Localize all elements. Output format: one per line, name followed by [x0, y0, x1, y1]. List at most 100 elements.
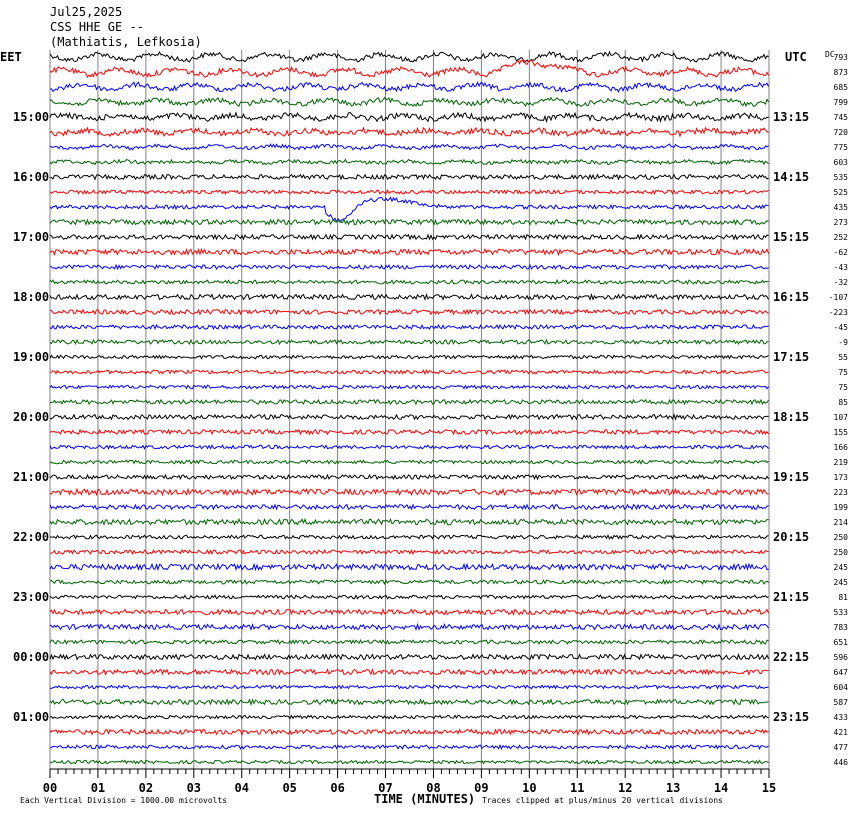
dc-offset-label: -43: [834, 263, 849, 272]
dc-offset-label: 421: [834, 728, 849, 737]
seismic-trace: [49, 714, 769, 720]
eet-hour-label: 16:00: [13, 170, 49, 184]
x-tick-label: 13: [666, 781, 680, 795]
seismic-trace: [49, 562, 769, 572]
dc-offset-label: -9: [838, 338, 848, 347]
dc-offset-label: 433: [834, 713, 849, 722]
dc-offset-label: 525: [834, 188, 849, 197]
x-tick-label: 14: [714, 781, 728, 795]
seismic-trace: [49, 59, 769, 79]
utc-hour-label: 21:15: [773, 590, 809, 604]
dc-offset-label: -62: [834, 248, 849, 257]
seismic-trace: [49, 354, 769, 360]
dc-offset-label: 155: [834, 428, 849, 437]
dc-label: DC: [825, 50, 835, 59]
seismic-trace: [49, 759, 769, 765]
seismic-trace: [49, 218, 769, 226]
dc-offset-label: 647: [834, 668, 849, 677]
left-axis-label: EET: [0, 50, 22, 64]
dc-offset-label: 603: [834, 158, 849, 167]
x-tick-label: 10: [522, 781, 536, 795]
station-label: CSS HHE GE --: [50, 20, 144, 34]
seismic-trace: [49, 126, 769, 138]
seismic-trace: [49, 473, 769, 481]
seismic-trace: [49, 96, 769, 108]
eet-hour-label: 01:00: [13, 710, 49, 724]
utc-hour-label: 19:15: [773, 470, 809, 484]
eet-hour-label: 19:00: [13, 350, 49, 364]
dc-offset-label: 535: [834, 173, 849, 182]
seismic-trace: [49, 459, 769, 465]
seismic-trace: [49, 278, 769, 285]
utc-hour-label: 17:15: [773, 350, 809, 364]
seismic-trace: [49, 428, 769, 436]
seismic-trace: [49, 622, 769, 632]
dc-offset-label: 81: [838, 593, 848, 602]
seismic-trace: [49, 384, 769, 390]
utc-hour-label: 15:15: [773, 230, 809, 244]
dc-offset-label: 85: [838, 398, 848, 407]
dc-offset-label: 783: [834, 623, 849, 632]
x-tick-label: 07: [378, 781, 392, 795]
x-tick-label: 01: [91, 781, 105, 795]
dc-offset-label: 873: [834, 68, 849, 77]
seismic-trace: [49, 534, 769, 540]
x-tick-label: 02: [139, 781, 153, 795]
eet-hour-label: 18:00: [13, 290, 49, 304]
eet-hour-label: 22:00: [13, 530, 49, 544]
seismic-trace: [49, 578, 769, 586]
eet-hour-label: 15:00: [13, 110, 49, 124]
seismic-trace: [49, 50, 769, 64]
dc-offset-labels: 793 873 685 799 745 720 775 603 535 525 435 273 252 -…: [829, 53, 848, 767]
x-tick-label: 00: [43, 781, 57, 795]
seismic-trace: [49, 188, 769, 196]
eet-hour-label: 21:00: [13, 470, 49, 484]
location-label: (Mathiatis, Lefkosia): [50, 35, 202, 49]
seismic-trace: [49, 728, 769, 736]
scale-note: Each Vertical Division = 1000.00 microvo…: [20, 796, 227, 805]
dc-offset-label: 745: [834, 113, 849, 122]
dc-offset-label: -107: [829, 293, 848, 302]
x-tick-label: 12: [618, 781, 632, 795]
dc-offset-label: -32: [834, 278, 849, 287]
seismic-trace: [49, 247, 769, 257]
x-tick-label: 11: [570, 781, 584, 795]
dc-offset-label: 55: [838, 353, 848, 362]
dc-offset-label: 596: [834, 653, 849, 662]
seismic-trace: [49, 548, 769, 556]
dc-offset-label: 107: [834, 413, 849, 422]
clip-note: Traces clipped at plus/minus 20 vertical…: [482, 796, 723, 805]
dc-offset-label: 250: [834, 548, 849, 557]
dc-offset-label: 446: [834, 758, 849, 767]
dc-offset-label: 75: [838, 368, 848, 377]
x-tick-label: 04: [235, 781, 249, 795]
seismic-trace: [49, 413, 769, 421]
eet-hour-label: 23:00: [13, 590, 49, 604]
seismic-trace: [49, 81, 769, 93]
seismic-trace: [49, 369, 769, 376]
seismic-trace: [49, 638, 769, 645]
dc-offset-label: 214: [834, 518, 849, 527]
seismic-trace: [49, 233, 769, 241]
utc-hour-labels: 13:15 14:15 15:15 16:15 17:15 18:15 19:15 20:15…: [773, 110, 809, 724]
seismic-trace: [49, 263, 769, 271]
eet-hour-label: 20:00: [13, 410, 49, 424]
seismic-trace: [49, 503, 769, 511]
x-axis-title: TIME (MINUTES): [374, 792, 475, 806]
dc-offset-label: 775: [834, 143, 849, 152]
dc-offset-label: 250: [834, 533, 849, 542]
seismic-trace: [49, 293, 769, 302]
seismic-trace: [49, 444, 769, 450]
dc-offset-label: 245: [834, 563, 849, 572]
seismic-trace: [49, 308, 769, 316]
eet-hour-label: 17:00: [13, 230, 49, 244]
seismic-traces: [49, 50, 769, 765]
seismic-trace: [49, 196, 769, 223]
grid-lines: [49, 50, 770, 769]
dc-offset-label: 533: [834, 608, 849, 617]
dc-offset-label: 793: [834, 53, 849, 62]
right-axis-label: UTC: [785, 50, 807, 64]
dc-offset-label: 435: [834, 203, 849, 212]
dc-offset-label: 604: [834, 683, 849, 692]
